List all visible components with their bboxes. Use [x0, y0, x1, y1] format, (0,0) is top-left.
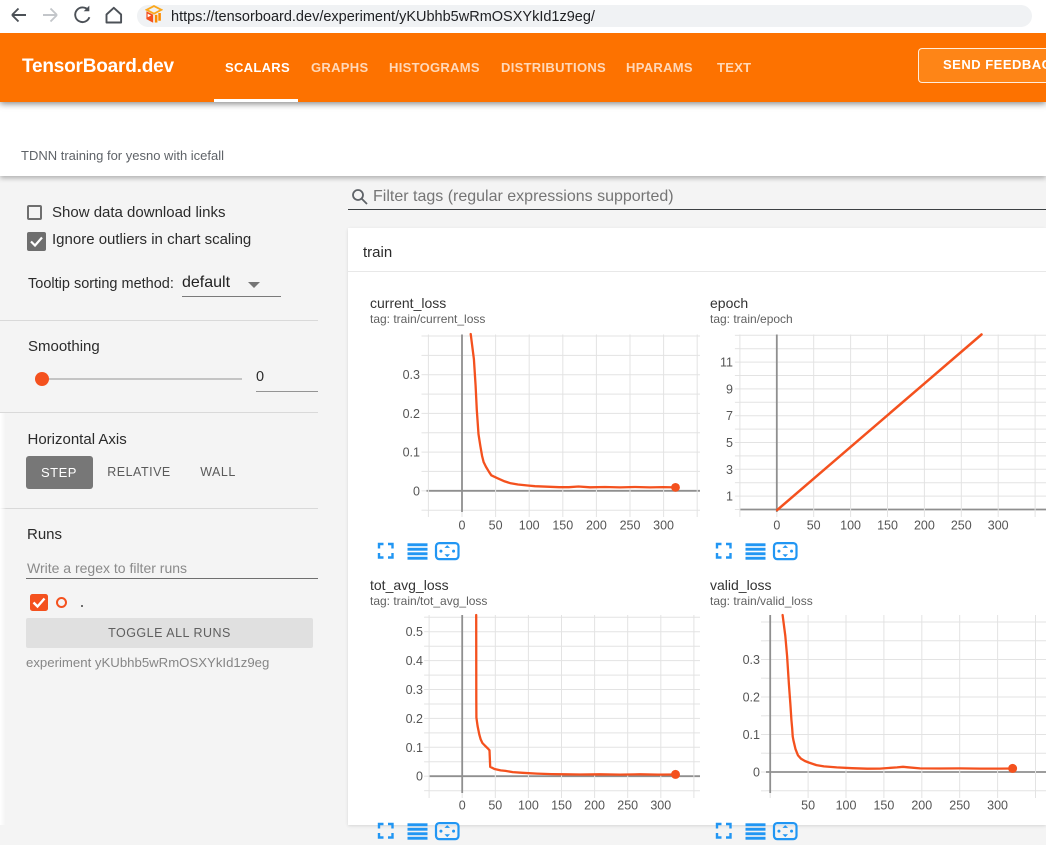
svg-text:0.3: 0.3	[743, 653, 760, 667]
svg-text:11: 11	[720, 356, 733, 370]
svg-text:50: 50	[488, 799, 502, 813]
svg-text:50: 50	[801, 799, 815, 813]
svg-text:0.2: 0.2	[403, 407, 420, 421]
svg-text:300: 300	[987, 799, 1008, 813]
svg-text:150: 150	[873, 799, 894, 813]
svg-text:100: 100	[836, 799, 857, 813]
svg-text:1: 1	[726, 490, 733, 504]
svg-text:0.3: 0.3	[403, 368, 420, 382]
svg-text:0.5: 0.5	[406, 625, 423, 639]
svg-text:50: 50	[807, 519, 821, 533]
svg-text:0: 0	[413, 484, 420, 498]
svg-text:300: 300	[988, 519, 1009, 533]
svg-text:0.2: 0.2	[743, 691, 760, 705]
svg-text:3: 3	[726, 463, 733, 477]
svg-text:200: 200	[584, 799, 605, 813]
svg-text:250: 250	[617, 799, 638, 813]
svg-text:0.3: 0.3	[406, 683, 423, 697]
svg-text:0.1: 0.1	[403, 446, 420, 460]
svg-text:7: 7	[726, 409, 733, 423]
svg-text:100: 100	[840, 519, 861, 533]
svg-text:50: 50	[489, 519, 503, 533]
svg-text:0: 0	[459, 519, 466, 533]
svg-text:0: 0	[753, 766, 760, 780]
svg-text:300: 300	[653, 519, 674, 533]
svg-text:5: 5	[726, 436, 733, 450]
svg-text:0: 0	[459, 799, 466, 813]
svg-text:250: 250	[620, 519, 641, 533]
svg-text:200: 200	[911, 799, 932, 813]
svg-text:150: 150	[551, 799, 572, 813]
svg-text:0.1: 0.1	[406, 741, 423, 755]
svg-text:200: 200	[586, 519, 607, 533]
svg-text:200: 200	[914, 519, 935, 533]
svg-text:150: 150	[877, 519, 898, 533]
svg-text:9: 9	[726, 382, 733, 396]
svg-text:0: 0	[416, 770, 423, 784]
svg-text:150: 150	[552, 519, 573, 533]
svg-text:250: 250	[951, 519, 972, 533]
svg-text:100: 100	[518, 799, 539, 813]
svg-text:0.4: 0.4	[406, 654, 423, 668]
svg-text:100: 100	[519, 519, 540, 533]
svg-text:250: 250	[949, 799, 970, 813]
svg-text:0.2: 0.2	[406, 712, 423, 726]
svg-text:0.1: 0.1	[743, 728, 760, 742]
svg-text:300: 300	[650, 799, 671, 813]
svg-text:0: 0	[773, 519, 780, 533]
